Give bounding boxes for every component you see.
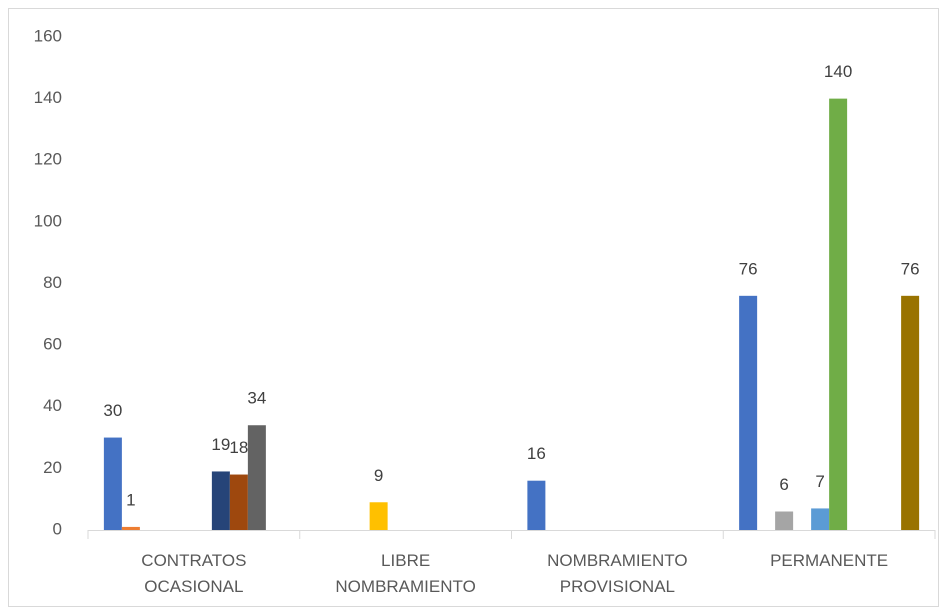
bar bbox=[829, 98, 848, 530]
bar bbox=[103, 437, 122, 530]
x-tick-label: NOMBRAMIENTO PROVISIONAL bbox=[547, 551, 688, 596]
y-tick-label: 140 bbox=[34, 88, 62, 107]
y-tick-label: 120 bbox=[34, 150, 62, 169]
bar bbox=[811, 508, 830, 530]
y-tick-label: 100 bbox=[34, 211, 62, 230]
data-label: 76 bbox=[901, 259, 920, 278]
x-tick-label: LIBRE NOMBRAMIENTO bbox=[335, 551, 476, 596]
data-label: 76 bbox=[739, 259, 758, 278]
bar bbox=[527, 480, 546, 530]
y-tick-label: 20 bbox=[43, 458, 62, 477]
bar bbox=[369, 502, 388, 530]
data-label: 19 bbox=[211, 435, 230, 454]
y-tick-label: 60 bbox=[43, 335, 62, 354]
data-label: 6 bbox=[779, 475, 788, 494]
data-label: 7 bbox=[815, 472, 824, 491]
y-tick-label: 160 bbox=[34, 26, 62, 45]
bar bbox=[211, 471, 230, 530]
bar bbox=[229, 474, 248, 530]
bar bbox=[901, 295, 920, 530]
data-label: 18 bbox=[229, 438, 248, 457]
data-label: 34 bbox=[247, 389, 266, 408]
bar bbox=[247, 425, 266, 530]
x-tick-label: PERMANENTE bbox=[770, 551, 889, 570]
data-label: 30 bbox=[103, 401, 122, 420]
data-label: 9 bbox=[374, 466, 383, 485]
y-tick-label: 0 bbox=[53, 519, 62, 538]
x-tick-label: CONTRATOS OCASIONAL bbox=[141, 551, 247, 596]
y-tick-label: 40 bbox=[43, 396, 62, 415]
y-tick-label: 80 bbox=[43, 273, 62, 292]
data-label: 1 bbox=[126, 490, 135, 509]
bar bbox=[775, 511, 794, 530]
data-label: 140 bbox=[824, 62, 852, 81]
bar bbox=[739, 295, 758, 530]
data-label: 16 bbox=[527, 444, 546, 463]
chart-border bbox=[8, 8, 939, 607]
bar bbox=[121, 526, 140, 530]
